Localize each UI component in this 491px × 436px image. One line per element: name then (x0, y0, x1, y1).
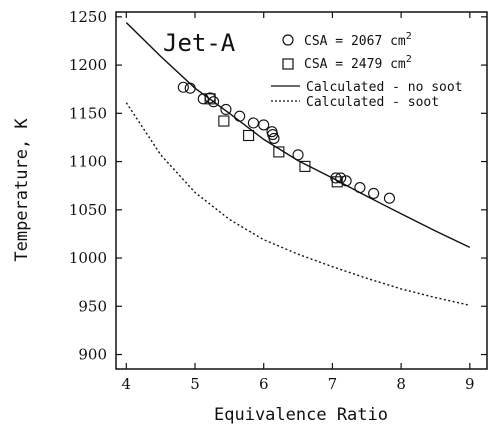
y-tick-label-1250: 1250 (69, 8, 107, 26)
point-circle (340, 175, 352, 187)
legend-circle-marker (282, 34, 294, 46)
point-circle (268, 132, 280, 144)
y-tick-label-950: 950 (78, 297, 107, 315)
point-circle (247, 117, 259, 129)
x-tick-label-6: 6 (259, 375, 269, 393)
point-circle (368, 187, 380, 199)
plot-frame (115, 11, 488, 370)
point-square (299, 160, 311, 172)
point-circle (335, 172, 347, 184)
legend-label-csa-2067: CSA = 2067 cm2 (304, 31, 412, 49)
point-circle (177, 81, 189, 93)
y-tick-label-1150: 1150 (69, 104, 107, 122)
legend: CSA = 2067 cm2 CSA = 2479 cm2 Calculated… (271, 31, 463, 110)
y-tick-label-1050: 1050 (69, 201, 107, 219)
x-axis: 4 5 6 7 8 9 (122, 12, 475, 393)
point-circle (197, 93, 209, 105)
data-points (177, 81, 395, 204)
point-circle (258, 119, 270, 131)
point-square (218, 115, 230, 127)
x-tick-label-8: 8 (396, 375, 406, 393)
x-axis-title: Equivalence Ratio (214, 405, 388, 425)
y-tick-label-1000: 1000 (69, 249, 107, 267)
point-square (273, 146, 285, 158)
point-circle (220, 103, 232, 116)
point-circle (234, 110, 246, 122)
y-tick-label-1200: 1200 (69, 56, 107, 74)
curve-soot (125, 102, 470, 306)
legend-label-no-soot: Calculated - no soot (306, 80, 463, 95)
point-square (204, 93, 216, 105)
x-tick-label-4: 4 (122, 375, 132, 393)
legend-label-soot: Calculated - soot (306, 95, 439, 110)
curves (125, 22, 471, 306)
point-square (243, 129, 255, 142)
x-tick-label-9: 9 (465, 375, 475, 393)
x-tick-label-5: 5 (190, 375, 200, 393)
x-tick-label-7: 7 (328, 375, 338, 393)
legend-square-marker (282, 58, 294, 70)
point-circle (184, 82, 196, 94)
legend-label-csa-2479: CSA = 2479 cm2 (304, 54, 412, 72)
point-circle (383, 192, 395, 204)
point-circle (330, 172, 342, 184)
point-circle (292, 149, 304, 161)
point-circle (354, 182, 366, 194)
y-axis-title: Temperature, K (12, 118, 32, 262)
y-axis: 900 950 1000 1050 1100 1150 1200 1250 (69, 8, 487, 364)
point-square (331, 176, 343, 188)
curve-no-soot (125, 22, 471, 249)
point-circle (208, 96, 220, 108)
y-tick-label-1100: 1100 (69, 153, 107, 171)
chart-title: Jet-A (163, 29, 236, 57)
y-tick-label-900: 900 (78, 346, 107, 364)
